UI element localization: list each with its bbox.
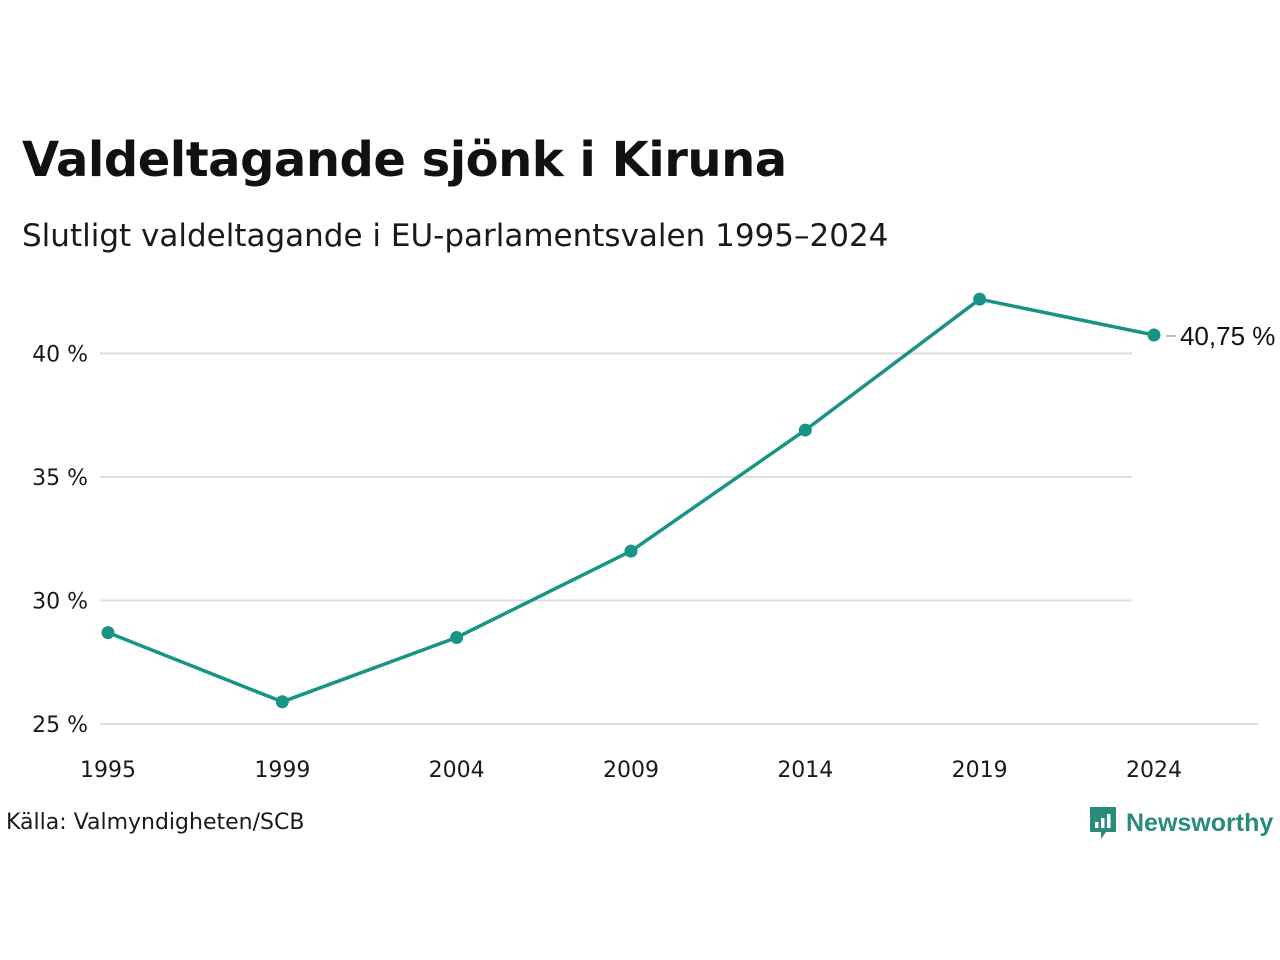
chart-title: Valdeltagande sjönk i Kiruna [22,132,787,188]
data-point [973,292,987,306]
x-tick-label: 2009 [603,758,659,783]
x-tick-label: 2019 [952,758,1008,783]
x-tick-label: 2024 [1126,758,1182,783]
data-point [624,544,638,558]
y-tick-label: 35 % [32,466,88,491]
end-value-label: 40,75 % [1180,321,1275,351]
x-tick-label: 2004 [429,758,485,783]
y-tick-label: 40 % [32,343,88,368]
data-point [1147,328,1161,342]
chart-subtitle: Slutligt valdeltagande i EU-parlamentsva… [22,218,889,254]
newsworthy-logo-icon [1090,807,1116,839]
data-point [450,631,464,645]
data-point [798,423,812,437]
newsworthy-brand-name: Newsworthy [1126,808,1274,837]
source-note: Källa: Valmyndigheten/SCB [6,810,305,835]
data-point [275,695,289,709]
x-tick-label: 1995 [80,758,136,783]
y-tick-label: 25 % [32,713,88,738]
x-tick-label: 2014 [777,758,833,783]
data-point [101,626,115,640]
x-tick-label: 1999 [254,758,310,783]
y-tick-label: 30 % [32,590,88,615]
series-line [107,297,1155,704]
newsworthy-logo: Newsworthy [1088,804,1273,842]
